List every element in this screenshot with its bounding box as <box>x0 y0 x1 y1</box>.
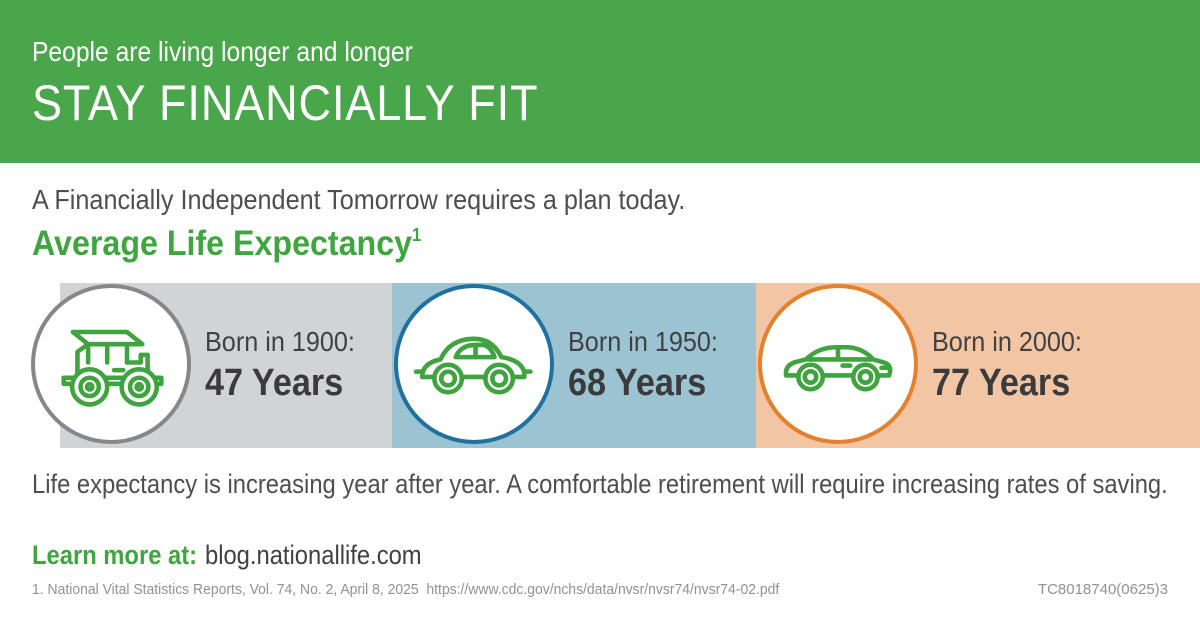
timeline-label: Born in 2000: <box>932 326 1082 357</box>
section-heading-text: Average Life Expectancy <box>32 224 413 263</box>
doc-code: TC8018740(0625)3 <box>1037 581 1168 598</box>
modern-car-badge <box>758 284 918 444</box>
timeline-item-1900: Born in 1900: 47 Years <box>205 283 355 448</box>
intro-line: A Financially Independent Tomorrow requi… <box>32 184 686 215</box>
timeline-item-1950: Born in 1950: 68 Years <box>568 283 718 448</box>
source-footnote: 1. National Vital Statistics Reports, Vo… <box>32 581 780 598</box>
classic-car-badge <box>394 284 554 444</box>
section-heading: Average Life Expectancy1 <box>32 224 421 264</box>
timeline-item-2000: Born in 2000: 77 Years <box>932 283 1082 448</box>
timeline-value: 68 Years <box>568 362 707 404</box>
learn-more-row: Learn more at: blog.nationallife.com <box>32 540 422 571</box>
footer: 1. National Vital Statistics Reports, Vo… <box>32 581 1168 598</box>
footnote-ref: 1 <box>412 225 422 245</box>
timeline-label: Born in 1900: <box>205 326 355 357</box>
vintage-car-icon <box>61 329 164 407</box>
page-title: STAY FINANCIALLY FIT <box>32 75 539 131</box>
learn-more-label: Learn more at: <box>32 540 198 570</box>
modern-car-icon <box>783 344 893 392</box>
header-banner: People are living longer and longer STAY… <box>0 0 1200 163</box>
classic-car-icon <box>413 336 533 395</box>
header-subtitle: People are living longer and longer <box>32 36 413 67</box>
timeline-label: Born in 1950: <box>568 326 718 357</box>
vintage-car-badge <box>31 284 191 444</box>
learn-more-url: blog.nationallife.com <box>204 540 422 570</box>
body-paragraph: Life expectancy is increasing year after… <box>32 469 1168 499</box>
timeline-value: 77 Years <box>932 362 1071 404</box>
timeline-value: 47 Years <box>205 362 344 404</box>
